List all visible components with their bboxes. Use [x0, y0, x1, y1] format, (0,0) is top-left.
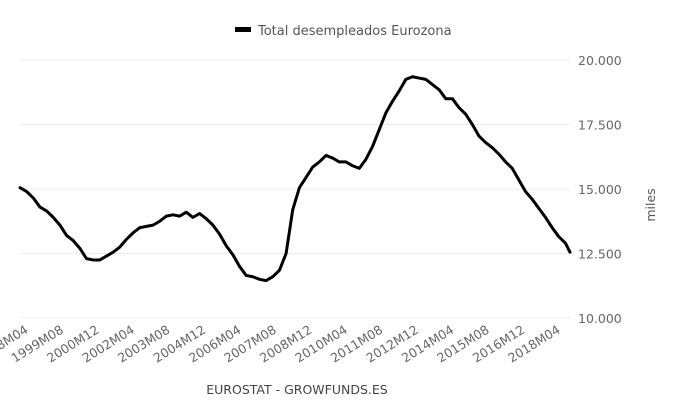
y-tick-label: 15.000	[578, 182, 622, 197]
gridlines	[20, 59, 570, 319]
y-axis: 10.000 12.500 15.000 17.500 20.000	[578, 53, 622, 326]
source-caption: EUROSTAT - GROWFUNDS.ES	[206, 382, 388, 397]
y-tick-label: 12.500	[578, 247, 622, 262]
x-axis: 1998M041999M082000M122002M042003M082004M…	[0, 322, 563, 366]
y-tick-label: 20.000	[578, 53, 622, 68]
y-tick-label: 10.000	[578, 311, 622, 326]
y-tick-label: 17.500	[578, 118, 622, 133]
legend: Total desempleados Eurozona	[235, 24, 452, 39]
legend-swatch	[235, 27, 251, 32]
legend-label: Total desempleados Eurozona	[257, 24, 452, 39]
series-line-total-desempleados	[18, 75, 572, 283]
y-axis-title: miles	[643, 188, 658, 221]
